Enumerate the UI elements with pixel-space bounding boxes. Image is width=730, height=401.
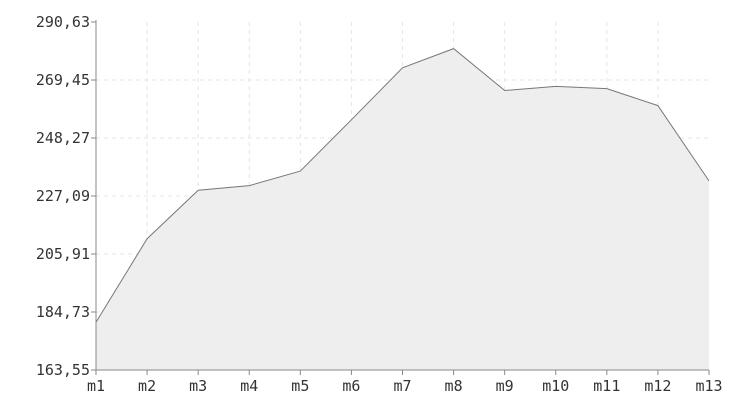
x-tick-label: m5 [291,377,309,395]
x-tick-label: m4 [240,377,258,395]
y-axis-ticks: 163,55 184,73 205,91 227,09 248,27 269,45 290,… [36,13,90,379]
y-tick-label: 269,45 [36,71,90,89]
y-tick-label: 163,55 [36,361,90,379]
x-tick-label: m7 [393,377,411,395]
x-tick-label: m1 [87,377,105,395]
y-tick-label: 227,09 [36,187,90,205]
x-tick-label: m8 [445,377,463,395]
x-tick-label: m10 [542,377,569,395]
y-tick-label: 290,63 [36,13,90,31]
axis-layer [91,20,710,375]
x-tick-label: m13 [695,377,722,395]
y-tick-label: 205,91 [36,245,90,263]
y-tick-label: 184,73 [36,303,90,321]
x-tick-label: m9 [496,377,514,395]
x-tick-label: m3 [189,377,207,395]
x-axis-ticks: m1 m2 m3 m4 m5 m6 m7 m8 m9 m10 m11 m12 m13 [87,377,723,395]
x-tick-label: m2 [138,377,156,395]
series-line [95,48,710,323]
x-tick-label: m11 [593,377,620,395]
series-area-fill [96,48,709,370]
y-tick-label: 248,27 [36,129,90,147]
x-tick-label: m6 [342,377,360,395]
x-tick-label: m12 [644,377,671,395]
